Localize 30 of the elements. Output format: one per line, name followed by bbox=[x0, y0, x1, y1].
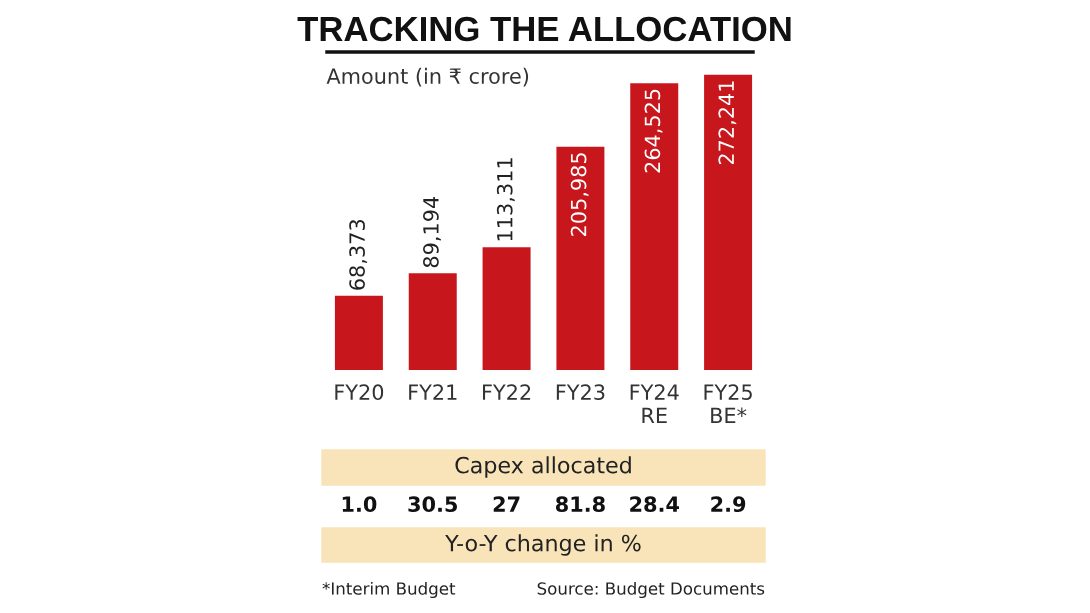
x-tick-label: FY21 bbox=[409, 384, 457, 400]
x-tick-label: FY24 RE bbox=[630, 384, 679, 424]
x-tick-label: FY20 bbox=[335, 384, 384, 401]
chart-title: TRACKING THE ALLOCATION bbox=[297, 16, 791, 42]
text: Capex allocated bbox=[455, 456, 631, 478]
text: *Interim Budget bbox=[322, 581, 456, 599]
text: 1.0 bbox=[342, 496, 377, 513]
text: 81.8 bbox=[555, 496, 605, 513]
data-label: 272,241 bbox=[718, 81, 737, 165]
data-label: 89,194 bbox=[423, 196, 441, 268]
text: 27 bbox=[493, 496, 520, 512]
y-axis-title: Amount (in ₹ crore) bbox=[326, 67, 529, 87]
bar bbox=[408, 273, 457, 371]
data-label: 68,373 bbox=[349, 220, 368, 290]
bar bbox=[334, 295, 383, 371]
source-note: Source: Budget Documents bbox=[537, 581, 765, 599]
bar bbox=[556, 146, 605, 371]
x-tick-label: FY23 bbox=[556, 384, 605, 401]
bar bbox=[704, 74, 753, 371]
text: 28.4 bbox=[630, 496, 679, 513]
data-label: 113,311 bbox=[496, 158, 515, 241]
x-tick-label: FY25 BE* bbox=[704, 384, 752, 424]
x-tick-label: FY22 bbox=[483, 384, 531, 400]
text: 2.9 bbox=[711, 496, 746, 513]
text: 30.5 bbox=[408, 496, 457, 513]
text: Y-o-Y change in % bbox=[445, 534, 641, 556]
bar bbox=[630, 83, 679, 371]
bar bbox=[482, 247, 531, 371]
data-label: 264,525 bbox=[644, 89, 663, 173]
data-label: 205,985 bbox=[570, 153, 589, 236]
